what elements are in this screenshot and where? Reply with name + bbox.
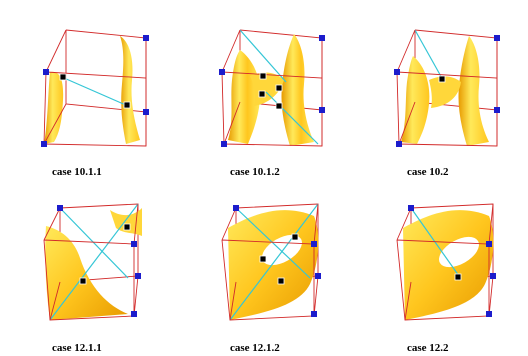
isosurface-sheet bbox=[281, 34, 314, 146]
vertex-marker bbox=[319, 35, 325, 41]
vertex-marker bbox=[135, 273, 141, 279]
case-label: case 12.1.2 bbox=[230, 342, 280, 354]
isosurface-hole bbox=[439, 236, 479, 268]
saddle-marker bbox=[438, 75, 446, 83]
vertex-marker bbox=[494, 35, 500, 41]
vertex-marker bbox=[311, 311, 317, 317]
vertex-marker bbox=[43, 69, 49, 75]
vertex-marker bbox=[494, 107, 500, 113]
cube-diagonal bbox=[59, 207, 129, 279]
saddle-marker bbox=[275, 102, 283, 110]
isosurface-sheet bbox=[44, 71, 64, 144]
isosurface-sheet bbox=[120, 36, 140, 144]
vertex-marker bbox=[486, 241, 492, 247]
vertex-marker bbox=[394, 69, 400, 75]
vertex-marker bbox=[486, 311, 492, 317]
cube-diagonal bbox=[414, 29, 444, 81]
panel-case-12-1-1: case 12.1.1 bbox=[30, 196, 170, 354]
saddle-marker bbox=[275, 84, 283, 92]
vertex-marker bbox=[319, 107, 325, 113]
vertex-marker bbox=[315, 273, 321, 279]
isosurface-sheet bbox=[45, 226, 128, 320]
panel-case-12-1-2: case 12.1.2 bbox=[210, 196, 350, 354]
saddle-marker bbox=[258, 90, 266, 98]
vertex-marker bbox=[396, 141, 402, 147]
vertex-marker bbox=[57, 205, 63, 211]
saddle-marker bbox=[259, 72, 267, 80]
case-label: case 10.1.1 bbox=[52, 166, 102, 178]
vertex-marker bbox=[131, 311, 137, 317]
case-label: case 10.1.2 bbox=[230, 166, 280, 178]
saddle-marker bbox=[59, 73, 67, 81]
panel-case-10-2: case 10.2 bbox=[385, 20, 525, 178]
vertex-marker bbox=[41, 141, 47, 147]
vertex-marker bbox=[219, 69, 225, 75]
cube-diagonal bbox=[235, 207, 311, 279]
case-10-1-1-diagram bbox=[41, 29, 149, 147]
vertex-marker bbox=[131, 241, 137, 247]
isosurface-sheet bbox=[401, 56, 430, 144]
case-label: case 12.1.1 bbox=[52, 342, 102, 354]
isosurface-tunnel bbox=[250, 72, 284, 106]
case-12-1-2-diagram bbox=[221, 203, 321, 321]
isosurface-tunnel bbox=[429, 76, 461, 108]
vertex-marker bbox=[221, 141, 227, 147]
saddle-marker bbox=[79, 277, 87, 285]
cube-diagonal bbox=[49, 203, 139, 321]
saddle-marker bbox=[277, 277, 285, 285]
vertex-marker bbox=[490, 273, 496, 279]
case-label: case 12.2 bbox=[407, 342, 449, 354]
case-12-2-diagram bbox=[396, 203, 496, 321]
saddle-marker bbox=[291, 233, 299, 241]
saddle-marker bbox=[259, 255, 267, 263]
saddle-marker bbox=[123, 101, 131, 109]
case-10-1-2-diagram bbox=[219, 29, 325, 147]
case-12-1-1-diagram bbox=[43, 203, 142, 321]
panel-case-12-2: case 12.2 bbox=[385, 196, 525, 354]
isosurface-sheet bbox=[458, 36, 489, 146]
vertex-marker bbox=[233, 205, 239, 211]
case-10-2-diagram bbox=[394, 29, 500, 147]
panel-case-10-1-1: case 10.1.1 bbox=[30, 20, 170, 178]
vertex-marker bbox=[408, 205, 414, 211]
case-label: case 10.2 bbox=[407, 166, 449, 178]
cube-diagonal bbox=[239, 29, 287, 83]
vertex-marker bbox=[143, 109, 149, 115]
cube-diagonal bbox=[265, 91, 319, 145]
panel-case-10-1-2: case 10.1.2 bbox=[210, 20, 350, 178]
isosurface-sheet bbox=[110, 208, 142, 236]
vertex-marker bbox=[143, 35, 149, 41]
saddle-marker bbox=[123, 223, 131, 231]
saddle-marker bbox=[454, 273, 462, 281]
vertex-marker bbox=[311, 241, 317, 247]
cube-diagonal bbox=[229, 203, 319, 321]
cube-diagonal bbox=[63, 77, 129, 107]
